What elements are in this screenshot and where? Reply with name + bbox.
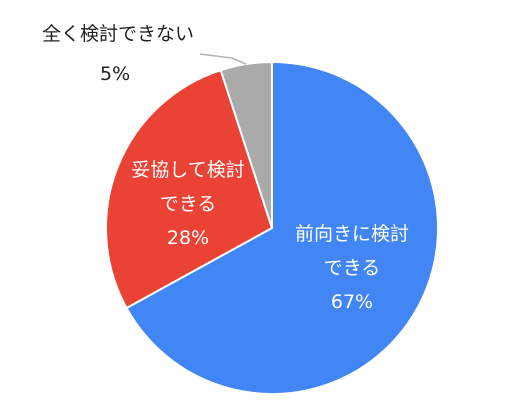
pie-slice-1 bbox=[105, 68, 274, 310]
slice-label-2: 全く検討できない bbox=[42, 23, 194, 45]
pie-slice-0 bbox=[125, 60, 439, 395]
slice-value-label-0: 67% bbox=[331, 291, 373, 313]
slice-value-label-2: 5% bbox=[100, 63, 130, 85]
pie-slices bbox=[105, 60, 439, 395]
slice-value-label-1: 28% bbox=[167, 227, 209, 249]
slice-label-0-line-1: できる bbox=[324, 257, 381, 279]
leader-line-2 bbox=[199, 53, 247, 65]
slice-label-1-line-1: できる bbox=[160, 193, 217, 215]
leader-lines bbox=[199, 53, 247, 65]
slice-label-1-line-0: 妥協して検討 bbox=[131, 159, 244, 181]
slice-label-0-line-0: 前向きに検討 bbox=[295, 223, 409, 245]
pie-slice-2 bbox=[219, 60, 273, 229]
